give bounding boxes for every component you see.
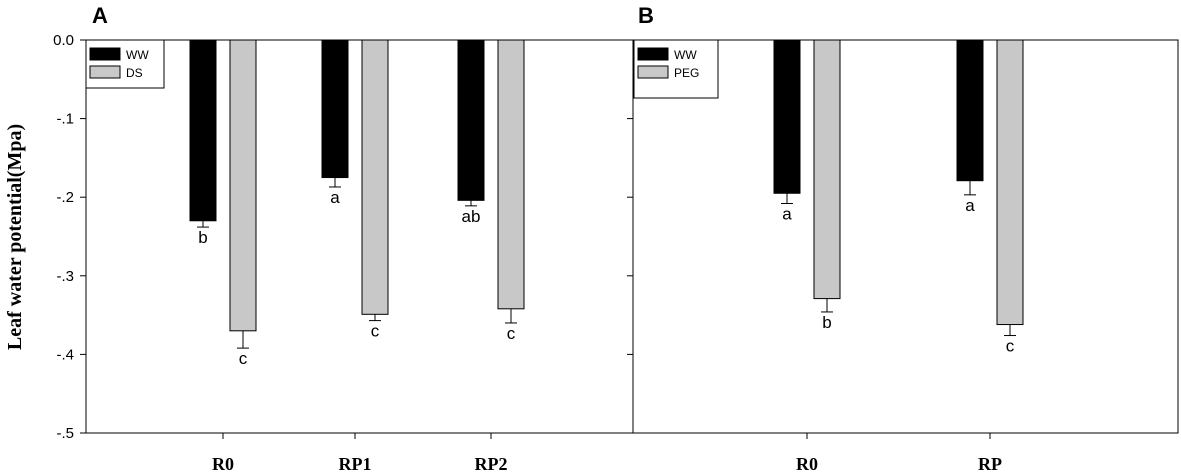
legend-swatch xyxy=(89,47,121,61)
y-tick-label: -.3 xyxy=(56,268,74,285)
x-tick-label: RP2 xyxy=(475,454,508,474)
panel-a-letter: A xyxy=(92,3,108,28)
legend-swatch xyxy=(637,65,669,79)
significance-letter: a xyxy=(782,204,792,223)
legend-box xyxy=(85,39,165,89)
legend-label: PEG xyxy=(674,66,699,80)
bar-peg xyxy=(996,39,1024,326)
significance-letter: a xyxy=(965,196,975,215)
legend-label: WW xyxy=(126,48,149,62)
y-tick-label: -.1 xyxy=(56,111,74,128)
significance-letter: b xyxy=(822,313,831,332)
bar-ww xyxy=(457,39,485,201)
plot-frame xyxy=(632,39,1179,434)
panel-b-letter: B xyxy=(638,3,654,28)
significance-letter: c xyxy=(371,322,380,341)
legend-swatch xyxy=(89,65,121,79)
x-tick-label: RP1 xyxy=(339,454,372,474)
y-tick-label: -.4 xyxy=(56,346,74,363)
significance-letter: c xyxy=(239,349,248,368)
panel-a: A 0.0 -.1 -.2 -.3 -.4 -.5 R0 b c RP1 a c RP2 ab c WW DS xyxy=(53,3,634,474)
y-tick-label: 0.0 xyxy=(53,32,74,49)
significance-letter: c xyxy=(1006,337,1015,356)
legend-label: WW xyxy=(674,48,697,62)
bar-peg xyxy=(813,39,841,300)
significance-letter: a xyxy=(330,188,340,207)
y-tick-label: -.2 xyxy=(56,189,74,206)
bar-ww xyxy=(956,39,984,182)
significance-letter: c xyxy=(507,324,516,343)
bar-ww xyxy=(321,39,349,179)
x-tick-label: R0 xyxy=(796,454,818,474)
x-tick-label: R0 xyxy=(212,454,234,474)
bar-ww xyxy=(773,39,801,194)
significance-letter: ab xyxy=(462,207,481,226)
panel-b: B R0 a b RP a c WW PEG xyxy=(627,3,1179,474)
bar-ds xyxy=(361,39,389,315)
significance-letter: b xyxy=(198,228,207,247)
y-axis-label: Leaf water potential(Mpa) xyxy=(4,124,26,350)
legend-swatch xyxy=(637,47,669,61)
x-tick-label: RP xyxy=(978,454,1002,474)
bar-ds xyxy=(497,39,525,310)
plot-frame xyxy=(85,39,634,434)
bar-ds xyxy=(229,39,257,332)
bar-ww xyxy=(189,39,217,222)
legend-label: DS xyxy=(126,66,143,80)
y-tick-label: -.5 xyxy=(56,425,74,442)
